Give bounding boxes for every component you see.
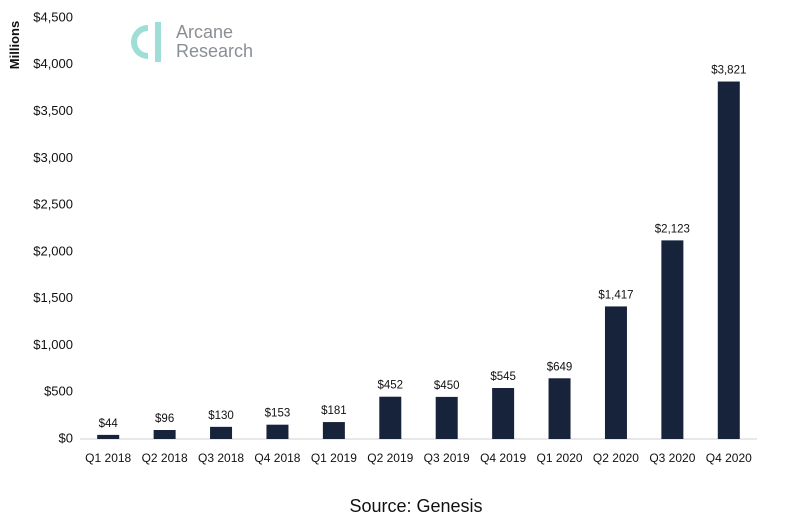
x-tick-label: Q1 2020 bbox=[537, 451, 583, 465]
x-tick-label: Q1 2018 bbox=[85, 451, 131, 465]
x-tick-label: Q3 2018 bbox=[198, 451, 244, 465]
x-tick-label: Q1 2019 bbox=[311, 451, 357, 465]
bar bbox=[435, 396, 458, 439]
x-axis: Q1 2018 Q2 2018 Q3 2018 Q4 2018 Q1 2019 Q2 20… bbox=[80, 438, 757, 465]
bar bbox=[97, 434, 120, 439]
x-tick-label: Q3 2020 bbox=[649, 451, 695, 465]
y-tick-label: $2,500 bbox=[33, 197, 73, 212]
arcane-logo-icon bbox=[131, 22, 161, 62]
x-tick-label: Q4 2018 bbox=[254, 451, 300, 465]
x-tick-label: Q2 2020 bbox=[593, 451, 639, 465]
data-label: $450 bbox=[434, 380, 460, 392]
bar bbox=[604, 306, 627, 439]
data-label: $649 bbox=[547, 361, 573, 373]
data-label: $2,123 bbox=[655, 223, 690, 235]
y-tick-label: $500 bbox=[44, 384, 73, 399]
y-tick-label: $4,500 bbox=[33, 9, 73, 24]
arcane-logo: Arcane Research bbox=[131, 22, 253, 62]
bars: $44 $96 $130 $153 $181 $452 $450 $545 $649 $1,417… bbox=[97, 65, 746, 439]
bar bbox=[266, 424, 289, 439]
data-label: $44 bbox=[99, 418, 119, 430]
bar bbox=[210, 426, 233, 439]
x-tick-label: Q3 2019 bbox=[424, 451, 470, 465]
bar bbox=[322, 422, 345, 439]
data-label: $3,821 bbox=[711, 65, 746, 77]
data-label: $452 bbox=[377, 380, 403, 392]
y-tick-label: $2,000 bbox=[33, 243, 73, 258]
bar bbox=[379, 396, 402, 439]
data-label: $545 bbox=[490, 371, 516, 383]
y-tick-label: $3,000 bbox=[33, 150, 73, 165]
y-axis: $0 $500 $1,000 $1,500 $2,000 $2,500 $3,000 $3,5… bbox=[33, 9, 73, 445]
data-label: $153 bbox=[265, 408, 291, 420]
data-label: $130 bbox=[208, 410, 234, 422]
y-tick-label: $0 bbox=[59, 430, 73, 445]
x-tick-label: Q4 2020 bbox=[706, 451, 752, 465]
source-caption: Source: Genesis bbox=[349, 496, 483, 516]
bar bbox=[548, 378, 571, 439]
x-tick-label: Q2 2019 bbox=[367, 451, 413, 465]
y-tick-label: $1,500 bbox=[33, 290, 73, 305]
y-tick-label: $4,000 bbox=[33, 56, 73, 71]
bar bbox=[661, 240, 684, 439]
x-tick-label: Q2 2018 bbox=[142, 451, 188, 465]
data-label: $181 bbox=[321, 405, 347, 417]
y-axis-label: Millions bbox=[7, 21, 22, 69]
logo-text-line2: Research bbox=[176, 41, 253, 61]
x-tick-label: Q4 2019 bbox=[480, 451, 526, 465]
bar bbox=[153, 430, 176, 439]
logo-text-line1: Arcane bbox=[176, 22, 233, 42]
y-tick-label: $1,000 bbox=[33, 337, 73, 352]
data-label: $96 bbox=[155, 413, 174, 425]
data-label: $1,417 bbox=[598, 289, 633, 301]
bar bbox=[492, 388, 515, 439]
y-tick-label: $3,500 bbox=[33, 103, 73, 118]
bar bbox=[717, 81, 740, 439]
